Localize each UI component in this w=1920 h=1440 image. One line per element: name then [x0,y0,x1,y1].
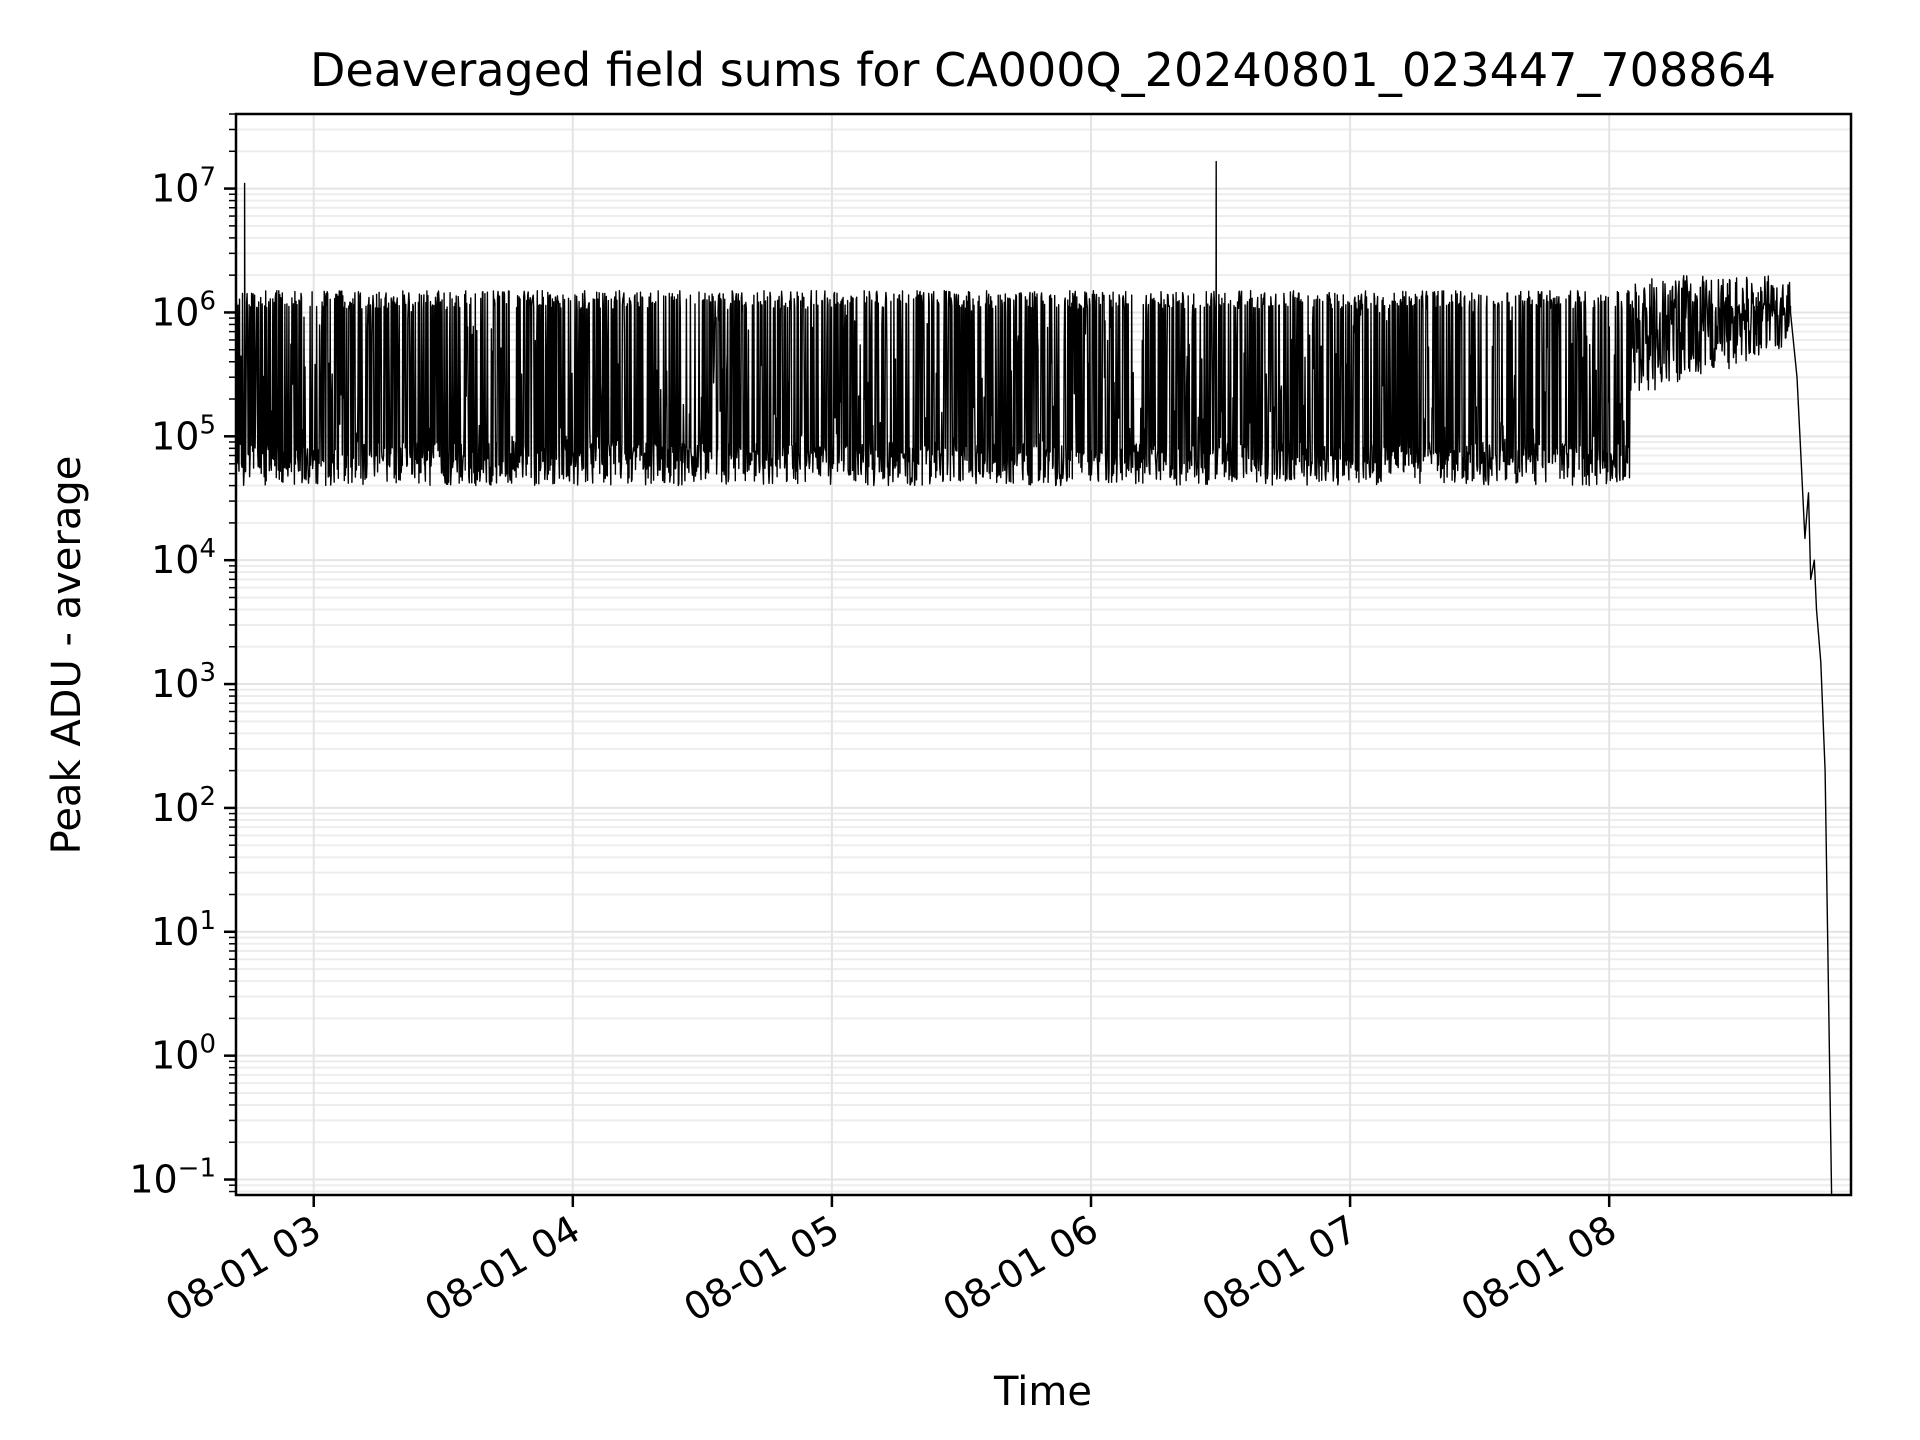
y-tick-label: 101 [151,906,216,954]
chart-title: Deaveraged field sums for CA000Q_2024080… [310,43,1776,97]
y-tick-label: 102 [151,782,216,830]
series-line [235,160,1833,1196]
plot-frame [234,112,1853,1197]
y-axis-label: Peak ADU - average [44,456,90,855]
y-axis: 10−1 100 101 102 103 104 105 106 107 [129,113,236,1202]
x-axis-label: Time [993,1369,1092,1415]
plot-area [235,160,1833,1196]
y-tick-label: 106 [151,286,216,334]
y-tick-label: 103 [151,658,216,706]
y-tick-label: 100 [151,1030,216,1078]
y-tick-label: 10−1 [129,1154,216,1202]
y-tick-label: 105 [151,410,216,458]
y-tick-label: 107 [151,163,216,211]
y-tick-label: 104 [151,534,216,582]
